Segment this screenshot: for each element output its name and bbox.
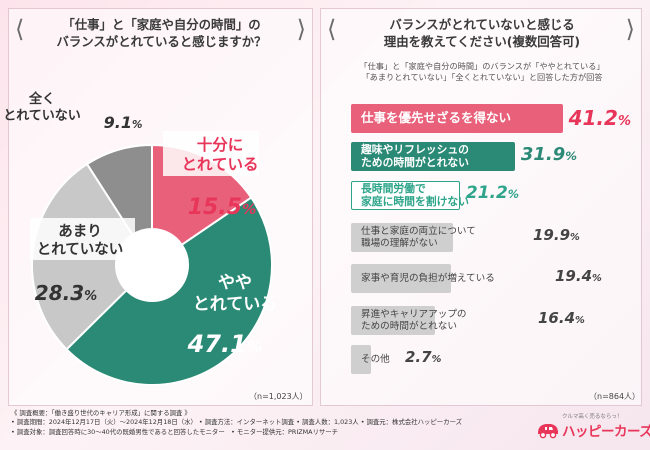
car-icon — [538, 424, 558, 439]
right-respondents: （n=864人） — [589, 392, 641, 401]
pie-slice-value: 47.1% — [187, 330, 263, 358]
bar — [351, 181, 460, 210]
bar — [351, 142, 515, 171]
bar-category-label: 仕事を優先せざるを得ない — [361, 110, 512, 126]
footer-line2: • 調査期間：2024年12月17日（火）〜2024年12月18日（水） • 調… — [11, 418, 463, 427]
pie-slice-label: 十分にとれている — [181, 135, 258, 173]
bar-category-label: 昇進やキャリアアップの ための時間がとれない — [361, 309, 467, 332]
bar-row: 昇進やキャリアアップの ための時間がとれない 16.4% — [351, 306, 636, 335]
right-title-bracket-open: ⟨ — [327, 15, 337, 43]
logo-tagline: クルマ高く売るならっ！ — [562, 414, 623, 420]
survey-footer: 《 調査概要：「働き盛り世代のキャリア形成」に関する調査 》 • 調査期間：20… — [11, 409, 531, 437]
bar-row: 長時間労働で 家庭に時間を割けない 21.2% — [351, 181, 636, 210]
logo-name: ハッピーカーズ — [562, 424, 650, 440]
bar-value-label: 21.2% — [465, 183, 519, 203]
label-backdrop — [163, 131, 259, 176]
bar-category-label: 家事や育児の負担が増えている — [361, 272, 495, 284]
right-note-line2: 「あまりとれていない」「全くとれていない」と回答した方が回答 — [361, 72, 603, 83]
bar — [351, 345, 371, 374]
bar-value-label: 31.9% — [520, 144, 577, 165]
footer-line1: 《 調査概要：「働き盛り世代のキャリア形成」に関する調査 》 — [11, 409, 191, 417]
bar-value-label: 19.9% — [533, 226, 580, 244]
bar — [351, 306, 436, 335]
bar — [351, 104, 563, 133]
left-title-line2: バランスがとれていると感じますか？ — [56, 34, 267, 50]
right-note-line1: 「仕事」と「家庭や自分の時間」のバランスが「ややとれている」 — [359, 61, 605, 71]
pie-slice-label: あまりとれていない — [37, 223, 124, 258]
right-title: バランスがとれていないと感じる 理由を教えてください(複数回答可) — [331, 16, 633, 50]
pie-slice-value: 28.3% — [35, 281, 97, 305]
bar-row: 家事や育児の負担が増えている 19.4% — [351, 264, 636, 293]
left-title: 「仕事」と「家庭や自分の時間」の バランスがとれていると感じますか？ — [19, 16, 304, 50]
footer-line3: • 調査対象：調査回答時に30〜40代の既婚男性であると回答したモニター • モ… — [11, 427, 339, 436]
bar-value-label: 41.2% — [568, 106, 631, 130]
pie-slice-value: 15.5% — [188, 195, 257, 220]
bar-row: 仕事と家庭の両立について 職場の理解がない 19.9% — [351, 223, 636, 252]
bar-value-label: 19.4% — [555, 267, 602, 285]
bar — [351, 223, 454, 252]
right-title-bracket-close: ⟩ — [625, 15, 635, 43]
left-title-bracket-open: ⟨ — [15, 15, 25, 43]
bar-category-label: 趣味やリフレッシュの ための時間がとれない — [361, 142, 469, 169]
bar-row: 仕事を優先せざるを得ない 41.2% — [351, 104, 636, 133]
label-backdrop — [30, 218, 135, 260]
left-title-line1: 「仕事」と「家庭や自分の時間」の — [62, 17, 261, 32]
right-title-line2: 理由を教えてください(複数回答可) — [383, 34, 581, 50]
bar-category-label: 仕事と家庭の両立について 職場の理解がない — [361, 226, 476, 249]
pie-slice-label: 全くとれていない — [3, 91, 81, 123]
left-respondents: （n=1,023人） — [249, 392, 308, 401]
bar-category-label: その他 — [361, 353, 390, 365]
bar-row: その他 2.7% — [351, 345, 636, 374]
bar-value-label: 16.4% — [538, 309, 585, 327]
right-panel: ⟨ バランスがとれていないと感じる 理由を教えてください(複数回答可) ⟩ 「仕… — [320, 8, 642, 406]
bar-row: 趣味やリフレッシュの ための時間がとれない 31.9% — [351, 142, 636, 171]
bar-value-label: 2.7% — [405, 348, 442, 366]
right-note: 「仕事」と「家庭や自分の時間」のバランスが「ややとれている」 「あまりとれていな… — [325, 61, 639, 84]
brand-logo: クルマ高く売るならっ！ ハッピーカーズ — [536, 411, 650, 443]
bar-category-label: 長時間労働で 家庭に時間を割けない — [361, 181, 469, 208]
left-title-bracket-close: ⟩ — [296, 15, 306, 43]
pie-slice-value: 9.1% — [104, 113, 143, 132]
right-title-line1: バランスがとれていないと感じる — [389, 17, 575, 32]
bar — [351, 264, 451, 293]
pie-slice-label: ややとれている — [193, 273, 278, 314]
